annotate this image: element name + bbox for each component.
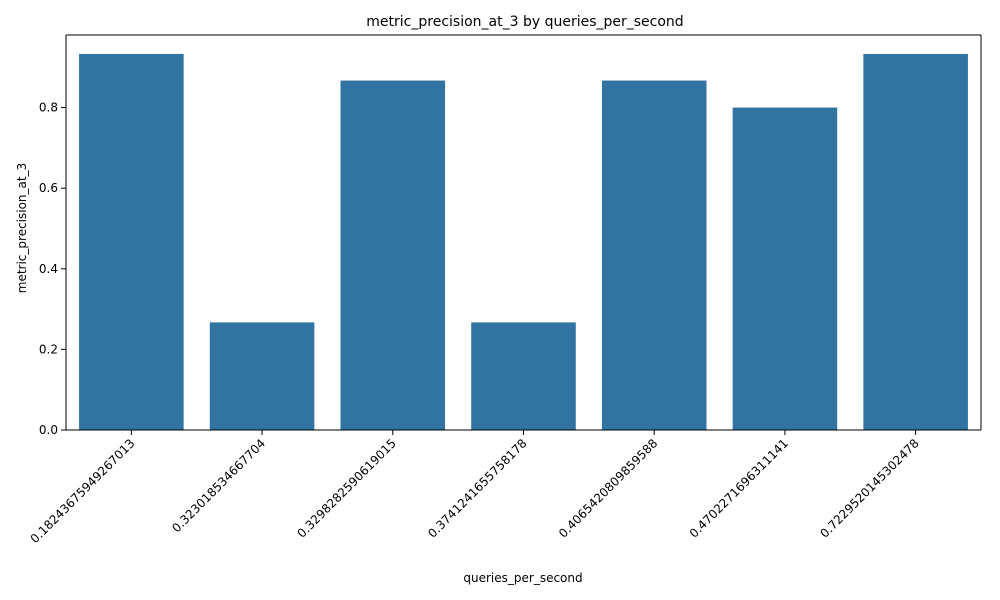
bar-6 bbox=[732, 107, 838, 430]
y-tick-label-4: 0.8 bbox=[39, 101, 58, 115]
x-tick-label-6: 0.7229520145302478 bbox=[817, 436, 921, 540]
y-tick-label-1: 0.2 bbox=[39, 342, 58, 356]
x-tick-label-1: 0.323018534667704 bbox=[169, 436, 268, 535]
y-tick-label-3: 0.6 bbox=[39, 181, 58, 195]
bar-4 bbox=[471, 322, 576, 430]
bar-2 bbox=[209, 322, 315, 430]
chart-title: metric_precision_at_3 by queries_per_sec… bbox=[366, 14, 683, 30]
bar-3 bbox=[340, 80, 446, 430]
bar-1 bbox=[79, 53, 184, 430]
x-tick-label-2: 0.3298282590619015 bbox=[295, 436, 399, 540]
x-tick-label-4: 0.4065420809859588 bbox=[556, 436, 660, 540]
x-axis-label: queries_per_second bbox=[463, 571, 582, 585]
bar-5 bbox=[601, 80, 707, 430]
x-tick-label-0: 0.1824367594926701З bbox=[28, 436, 138, 546]
y-axis-label: metric_precision_at_3 bbox=[15, 163, 29, 293]
x-tick-label-5: 0.4702271696311141 bbox=[687, 436, 791, 540]
y-tick-label-0: 0.0 bbox=[39, 423, 58, 437]
x-tick-label-3: 0.3741241655758178 bbox=[425, 436, 529, 540]
bars-group bbox=[79, 53, 968, 430]
y-tick-label-2: 0.4 bbox=[39, 262, 58, 276]
bar-7 bbox=[863, 53, 968, 430]
